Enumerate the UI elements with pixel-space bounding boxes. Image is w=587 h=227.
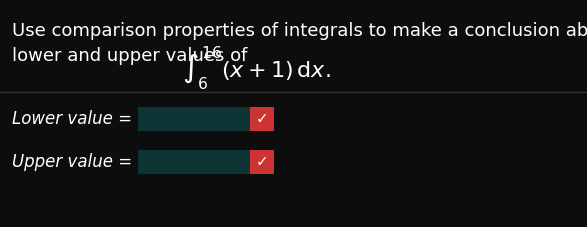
Text: Use comparison properties of integrals to make a conclusion about the: Use comparison properties of integrals t…	[12, 22, 587, 40]
Text: ✓: ✓	[255, 155, 268, 170]
FancyBboxPatch shape	[138, 107, 250, 131]
Text: $\int_{6}^{16}(x+1)\,\mathrm{d}x.$: $\int_{6}^{16}(x+1)\,\mathrm{d}x.$	[182, 44, 330, 92]
FancyBboxPatch shape	[138, 150, 250, 174]
Text: Upper value =: Upper value =	[12, 153, 132, 171]
FancyBboxPatch shape	[250, 150, 274, 174]
Text: lower and upper values of: lower and upper values of	[12, 47, 253, 65]
FancyBboxPatch shape	[250, 107, 274, 131]
Text: ✓: ✓	[255, 111, 268, 126]
Text: Lower value =: Lower value =	[12, 110, 132, 128]
